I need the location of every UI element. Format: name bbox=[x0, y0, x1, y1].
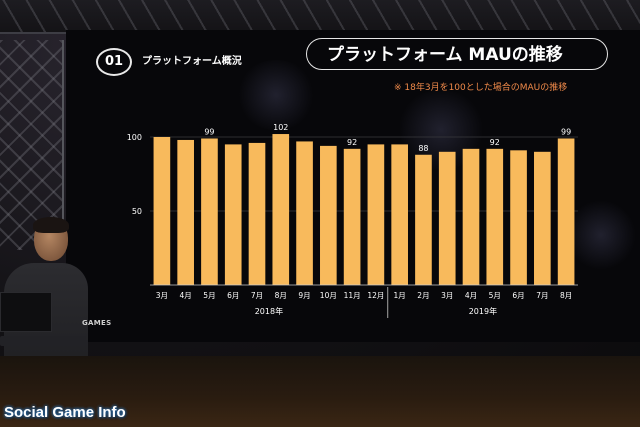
bar bbox=[296, 141, 313, 285]
y-tick-label: 50 bbox=[132, 207, 142, 216]
x-tick-label: 4月 bbox=[180, 291, 192, 300]
presenter-hair bbox=[33, 217, 69, 233]
audience-area bbox=[0, 356, 640, 427]
watermark: Social Game Info bbox=[4, 404, 126, 421]
x-tick-label: 10月 bbox=[320, 291, 337, 300]
data-label: 99 bbox=[204, 127, 214, 136]
bar bbox=[320, 145, 337, 285]
year-group-label: 2018年 bbox=[255, 306, 283, 316]
bar bbox=[438, 151, 456, 285]
x-tick-label: 5月 bbox=[489, 291, 501, 300]
bar bbox=[272, 134, 290, 285]
x-tick-label: 6月 bbox=[512, 291, 524, 300]
x-tick-label: 6月 bbox=[227, 291, 239, 300]
x-tick-label: 8月 bbox=[275, 291, 287, 300]
x-tick-label: 2月 bbox=[417, 291, 429, 300]
bar bbox=[462, 148, 480, 285]
bar bbox=[343, 148, 361, 285]
chart-note: ※ 18年3月を100とした場合のMAUの推移 bbox=[394, 83, 568, 93]
bar bbox=[224, 144, 242, 285]
x-tick-label: 11月 bbox=[344, 291, 361, 300]
left-truss bbox=[0, 40, 64, 250]
data-label: 92 bbox=[347, 138, 357, 147]
y-tick-label: 100 bbox=[127, 133, 142, 142]
data-label: 99 bbox=[561, 127, 571, 136]
bar bbox=[177, 139, 194, 285]
bar bbox=[153, 137, 171, 285]
bar bbox=[415, 154, 432, 285]
sponsor-logo-text: GAMES bbox=[82, 319, 112, 327]
bar bbox=[248, 142, 266, 285]
podium bbox=[0, 336, 86, 346]
x-tick-label: 7月 bbox=[536, 291, 548, 300]
data-label: 102 bbox=[273, 123, 288, 132]
x-tick-label: 4月 bbox=[465, 291, 477, 300]
bar bbox=[557, 138, 575, 285]
section-number-badge: 01 bbox=[96, 48, 132, 76]
x-tick-label: 3月 bbox=[441, 291, 453, 300]
chart-title: プラットフォーム MAUの推移 bbox=[306, 38, 608, 70]
year-group-label: 2019年 bbox=[469, 306, 497, 316]
data-label: 88 bbox=[418, 144, 428, 153]
bokeh-light bbox=[236, 60, 316, 130]
data-label: 92 bbox=[490, 138, 500, 147]
section-label: プラットフォーム概況 bbox=[142, 56, 242, 67]
x-tick-label: 9月 bbox=[298, 291, 310, 300]
bar bbox=[534, 151, 551, 285]
laptop bbox=[0, 292, 52, 332]
x-tick-label: 1月 bbox=[394, 291, 406, 300]
bar bbox=[391, 144, 408, 285]
bar bbox=[510, 150, 527, 285]
x-tick-label: 3月 bbox=[156, 291, 168, 300]
bar bbox=[201, 138, 218, 285]
x-tick-label: 7月 bbox=[251, 291, 263, 300]
x-tick-label: 8月 bbox=[560, 291, 572, 300]
bokeh-light bbox=[566, 200, 636, 270]
bar bbox=[367, 144, 385, 285]
bar bbox=[486, 148, 504, 285]
x-tick-label: 5月 bbox=[203, 291, 215, 300]
x-tick-label: 12月 bbox=[367, 291, 384, 300]
